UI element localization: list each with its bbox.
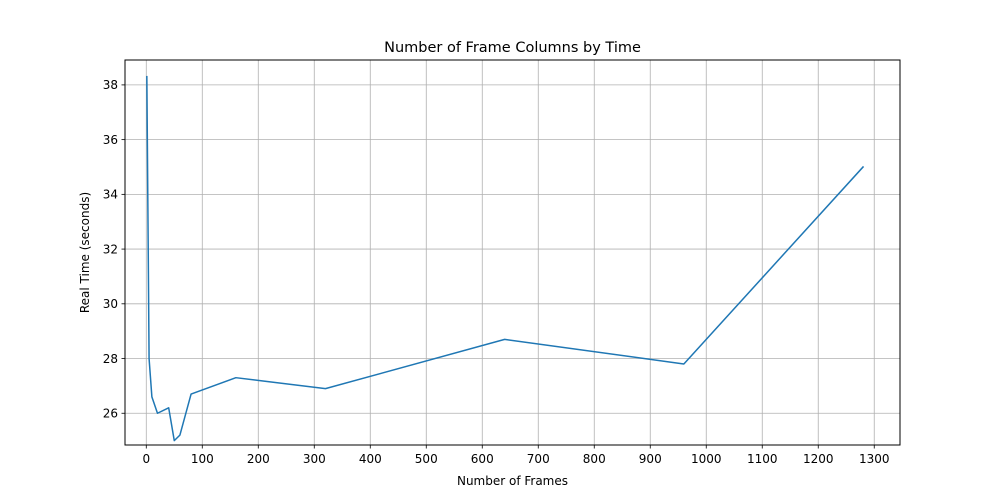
x-tick-label: 100 [191, 452, 214, 466]
y-tick-label: 36 [103, 133, 118, 147]
x-tick-label: 300 [303, 452, 326, 466]
y-tick-label: 32 [103, 242, 118, 256]
x-tick-label: 0 [142, 452, 150, 466]
x-tick-label: 500 [415, 452, 438, 466]
x-tick-label: 1200 [803, 452, 834, 466]
y-tick-label: 30 [103, 297, 118, 311]
series-layer [147, 77, 863, 441]
x-tick-label: 200 [247, 452, 270, 466]
y-tick-label: 38 [103, 78, 118, 92]
chart-title: Number of Frame Columns by Time [384, 40, 641, 56]
y-tick-label: 34 [103, 188, 118, 202]
tick-layer: 0 100 200 300 400 500 600 700 800 900 1000 1100 1200… [103, 78, 890, 466]
x-tick-label: 700 [527, 452, 550, 466]
grid-layer [125, 60, 900, 445]
x-tick-label: 1100 [747, 452, 778, 466]
y-tick-label: 26 [103, 407, 118, 421]
x-tick-label: 800 [583, 452, 606, 466]
x-tick-label: 600 [471, 452, 494, 466]
x-tick-label: 900 [639, 452, 662, 466]
x-tick-label: 1000 [691, 452, 722, 466]
x-tick-label: 400 [359, 452, 382, 466]
x-tick-label: 1300 [859, 452, 890, 466]
x-axis-title: Number of Frames [457, 474, 568, 488]
series-line [147, 77, 863, 441]
plot-area-frame [125, 60, 900, 445]
y-axis-title: Real Time (seconds) [78, 192, 92, 313]
y-tick-label: 28 [103, 352, 118, 366]
